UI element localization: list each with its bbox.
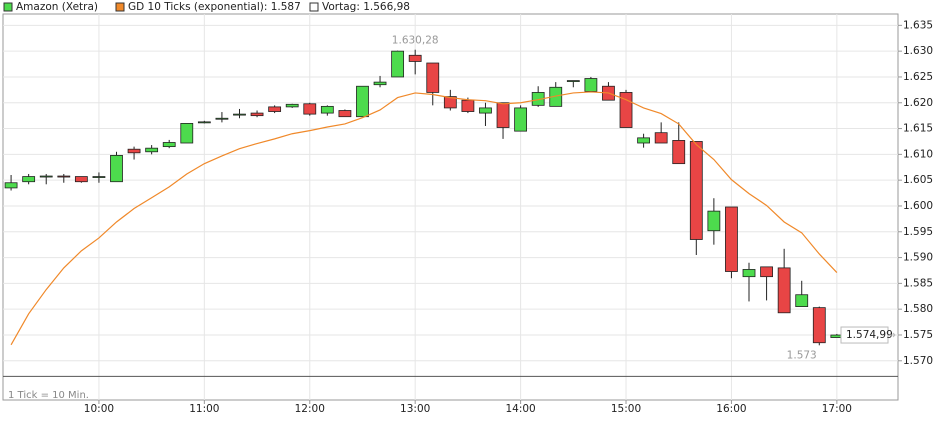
ema-line [10,91,838,346]
candle-body [496,102,510,128]
candle-body [57,175,71,178]
candle-body [92,176,106,178]
candle-body [180,123,194,144]
candle-body [672,140,686,165]
y-tick-label: 1.570 [903,355,933,367]
last-price-label: 1.574,99 [846,329,893,341]
candle-body [514,107,528,132]
y-tick-label: 1.620 [903,97,933,109]
candle-body [426,62,440,93]
x-tick-label: 15:00 [611,403,641,415]
candle-body [356,85,369,118]
y-tick-label: 1.585 [903,277,933,289]
annotation: 1.573 [787,349,817,361]
y-tick-label: 1.580 [903,303,933,315]
candle-body [742,269,756,278]
candle-body [479,107,492,114]
candle-body [461,99,475,112]
candle-body [725,206,738,272]
candle-body [127,148,141,154]
y-tick-label: 1.625 [903,71,933,83]
y-tick-label: 1.590 [903,252,933,264]
legend: Amazon (Xetra) GD 10 Ticks (exponential)… [3,1,410,13]
y-tick-label: 1.615 [903,123,933,135]
x-tick-label: 17:00 [822,403,852,415]
y-tick-label: 1.605 [903,174,933,186]
legend-label: Vortag: 1.566,98 [322,1,410,13]
candle-body [584,78,598,92]
candle-body [197,121,211,124]
candle-body [39,175,53,178]
x-tick-label: 12:00 [295,403,325,415]
x-tick-label: 14:00 [505,403,535,415]
candle-body [145,147,159,153]
legend-swatch [115,2,125,12]
candle-body [74,176,88,183]
legend-label: Amazon (Xetra) [16,1,98,13]
candle-body [777,267,791,314]
x-tick-label: 10:00 [84,403,114,415]
y-tick-label: 1.630 [903,45,933,57]
candle-body [162,142,176,148]
candle-body [707,210,721,232]
tick-note: 1 Tick = 10 Min. [8,390,89,401]
candle-body [760,266,773,278]
candle-body [110,154,123,183]
candle-body [812,307,826,344]
candle-body [320,105,334,114]
candle-body [654,132,668,144]
y-tick-label: 1.575 [903,329,933,341]
candle-body [338,110,352,118]
last-price-arrow [890,332,896,338]
y-tick-label: 1.595 [903,226,933,238]
candle-body [22,176,36,183]
y-tick-label: 1.610 [903,148,933,160]
annotation: 1.630,28 [392,35,439,47]
candle-body [795,294,809,307]
x-tick-label: 13:00 [400,403,430,415]
legend-swatch [3,2,13,12]
legend-label: GD 10 Ticks (exponential): 1.587 [128,1,301,13]
candle-body [373,81,387,86]
x-tick-label: 16:00 [716,403,746,415]
candle-body [391,50,405,78]
y-tick-label: 1.635 [903,19,933,31]
candle-body [566,80,580,82]
candle-body [250,112,264,117]
candle-body [303,103,317,115]
candle-body [233,113,246,116]
candle-body [689,141,703,240]
candle-body [408,54,422,62]
candle-body [268,106,282,112]
plot-frame [2,13,899,401]
last-price-box [840,326,889,344]
candle-body [637,137,650,144]
y-tick-label: 1.600 [903,200,933,212]
candle-body [285,103,299,108]
candle-body [4,182,18,189]
x-tick-label: 11:00 [189,403,219,415]
legend-swatch [309,2,319,12]
candle-body [215,117,229,120]
candle-body [443,96,457,109]
